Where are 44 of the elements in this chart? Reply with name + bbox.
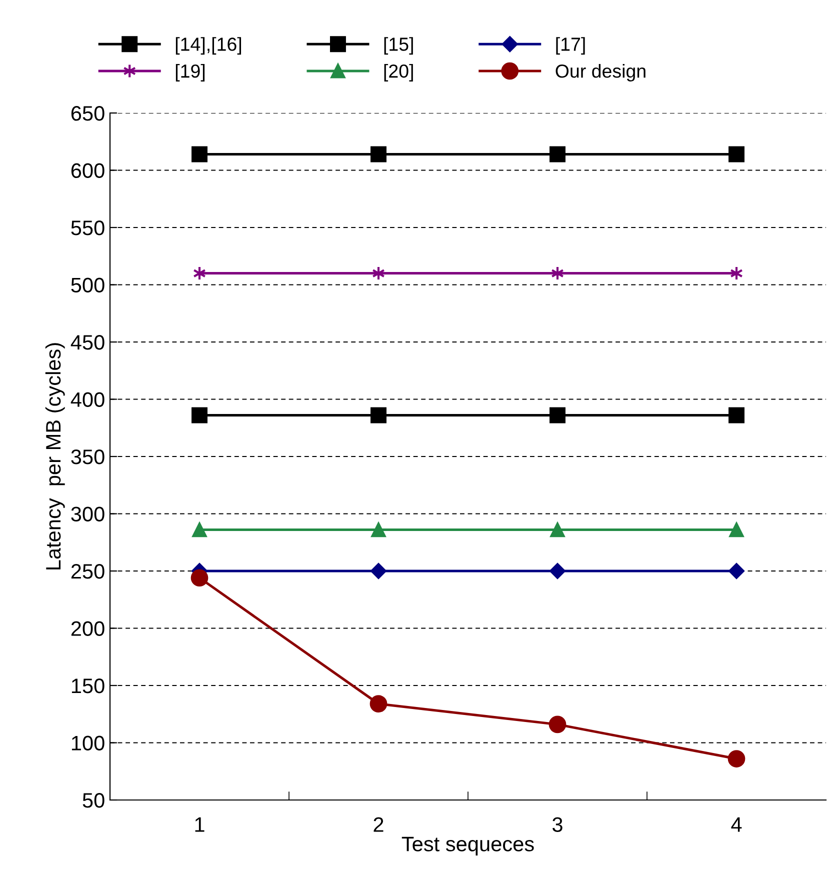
point <box>370 695 388 713</box>
y-tick-label: 50 <box>82 793 104 808</box>
y-tick-label: 150 <box>72 678 104 694</box>
point <box>728 563 744 579</box>
legend-label: [19] <box>176 64 205 82</box>
legend-label: [14],[16] <box>176 37 242 55</box>
point <box>370 563 386 579</box>
x-axis-title: Test sequeces <box>402 836 534 856</box>
legend-label: [17] <box>556 37 585 55</box>
y-tick-label: 600 <box>71 163 104 178</box>
point <box>550 407 566 424</box>
x-tick-label: 3 <box>552 817 562 832</box>
y-axis-title: Latency per MB (cycles) <box>45 343 65 570</box>
y-tick-label: 350 <box>71 450 104 464</box>
point <box>192 522 207 538</box>
y-tick-label: 550 <box>71 220 104 236</box>
point <box>729 522 744 538</box>
point <box>192 146 208 162</box>
legend-label: Our design <box>556 64 646 82</box>
y-tick-label: 300 <box>71 506 104 522</box>
y-tick-label: 200 <box>71 621 104 636</box>
point <box>548 716 566 734</box>
point <box>190 569 208 587</box>
point <box>550 146 566 162</box>
y-tick-label: 650 <box>71 106 104 121</box>
y-tick-label: 500 <box>71 278 104 293</box>
legend-label: [15] <box>384 37 413 55</box>
point <box>728 146 744 162</box>
point <box>371 522 386 538</box>
point <box>728 407 744 424</box>
y-tick-label: 400 <box>70 392 104 408</box>
x-tick-label: 2 <box>374 817 384 832</box>
x-tick-label: 1 <box>195 817 204 832</box>
point <box>370 407 386 424</box>
y-tick-label: 450 <box>70 335 104 350</box>
point <box>550 563 566 579</box>
y-tick-label: 250 <box>71 564 104 579</box>
point <box>192 407 208 424</box>
point <box>550 522 565 538</box>
point <box>370 146 386 162</box>
point <box>728 750 746 768</box>
x-tick-label: 4 <box>731 817 742 832</box>
y-tick-label: 100 <box>72 736 104 751</box>
legend-label: [20] <box>384 64 413 82</box>
